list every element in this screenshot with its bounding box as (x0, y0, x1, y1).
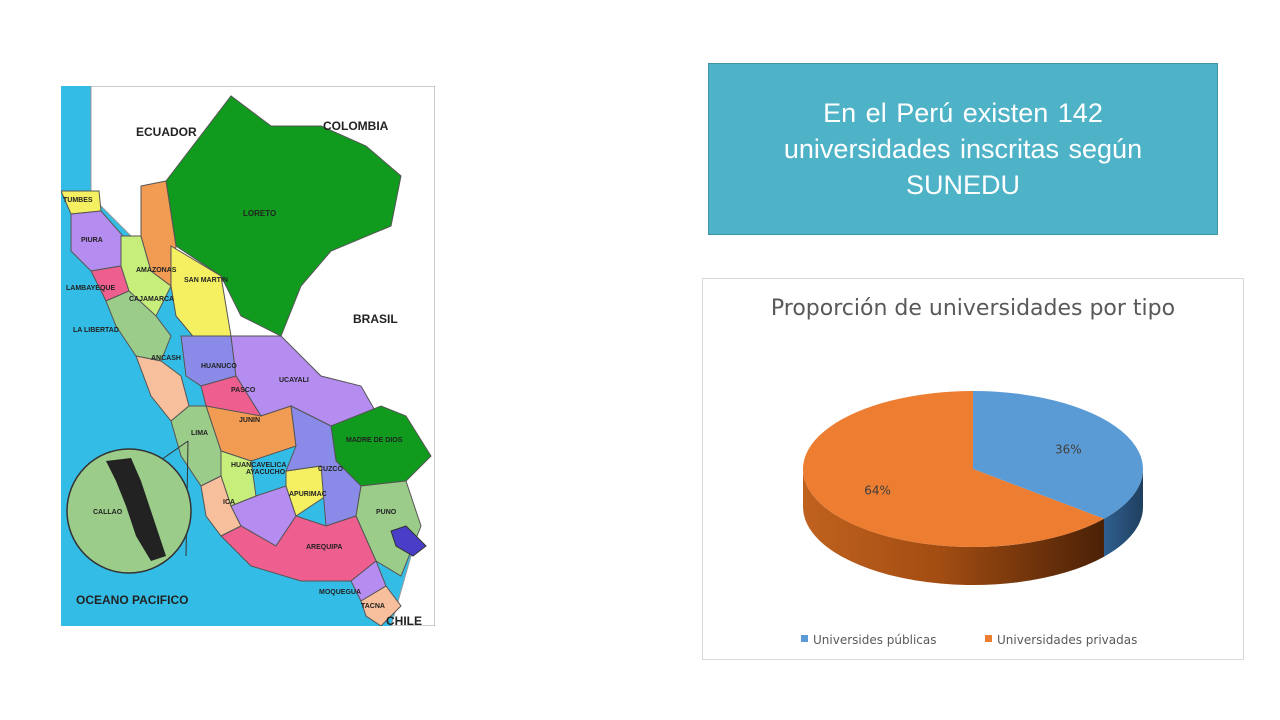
label-pasco: PASCO (231, 387, 256, 394)
label-junin: JUNIN (239, 417, 260, 424)
pie-slice-1 (802, 391, 1104, 547)
pie-chart-svg: 36% 64% Universides públicas Universidades… (801, 391, 1143, 647)
label-arequipa: AREQUIPA (306, 544, 342, 551)
label-tacna: TACNA (361, 603, 385, 610)
label-puno: PUNO (376, 509, 397, 516)
legend: Universides públicas Universidades privad… (801, 633, 1137, 647)
region-loreto (165, 95, 402, 337)
label-ucayali: UCAYALI (279, 377, 309, 384)
pie-tops (802, 391, 1143, 547)
chart-title-text: Proporción de universidades por tipo (770, 296, 1176, 321)
data-label-0: 36% (1055, 442, 1082, 456)
label-ocean: OCEANO PACIFICO (76, 593, 188, 607)
legend-label-1: Universidades privadas (997, 633, 1137, 647)
label-loreto: LORETO (243, 209, 276, 218)
label-moquegua: MOQUEGUA (319, 589, 361, 596)
label-huanuco: HUANUCO (201, 363, 237, 370)
label-ecuador: ECUADOR (136, 125, 197, 139)
label-amazonas: AMAZONAS (136, 267, 177, 274)
pie-chart: Proporción de universidades por tipo 36%… (702, 278, 1244, 660)
label-san-martin: SAN MARTIN (184, 277, 228, 284)
label-brasil: BRASIL (353, 312, 398, 326)
label-la-libertad: LA LIBERTAD (73, 327, 119, 334)
pie-slice-side-0 (1103, 469, 1143, 557)
label-cajamarca: CAJAMARCA (129, 296, 174, 303)
label-piura: PIURA (81, 237, 103, 244)
label-callao: CALLAO (93, 509, 123, 516)
pie-slice-side-1 (803, 469, 1104, 585)
label-huancavelica: HUANCAVELICA (231, 462, 286, 469)
pie-sides (803, 469, 1143, 585)
info-box-text: En el Perú existen 142 universidades ins… (783, 98, 1143, 200)
region-arequipa (220, 515, 377, 582)
lake-titicaca (390, 525, 427, 557)
legend-label-0: Universides públicas (813, 633, 937, 647)
callao-shape (106, 458, 166, 561)
data-label-1: 64% (864, 484, 891, 498)
label-tumbes: TUMBES (63, 197, 93, 204)
chart-title: Proporción de universidades por tipo (703, 291, 1243, 327)
peru-map: ECUADOR COLOMBIA BRASIL CHILE OCEANO PAC… (61, 86, 435, 626)
legend-swatch-0 (801, 635, 808, 642)
label-lima: LIMA (191, 430, 208, 437)
label-apurimac: APURIMAC (289, 491, 327, 498)
info-box: En el Perú existen 142 universidades ins… (708, 63, 1218, 235)
pie-labels: 36% 64% (864, 442, 1081, 497)
region-tacna (360, 585, 402, 626)
label-ica: ICA (223, 499, 235, 506)
region-la-libertad (105, 290, 172, 362)
pie-slice-0 (973, 391, 1143, 519)
label-ayacucho: AYACUCHO (246, 469, 286, 476)
label-chile: CHILE (386, 614, 422, 626)
label-madre-de-dios: MADRE DE DIOS (346, 437, 403, 444)
legend-swatch-1 (985, 635, 992, 642)
label-colombia: COLOMBIA (323, 119, 389, 133)
label-lambayeque: LAMBAYEQUE (66, 285, 115, 292)
label-cuzco: CUZCO (318, 466, 343, 473)
label-ancash: ANCASH (151, 355, 181, 362)
